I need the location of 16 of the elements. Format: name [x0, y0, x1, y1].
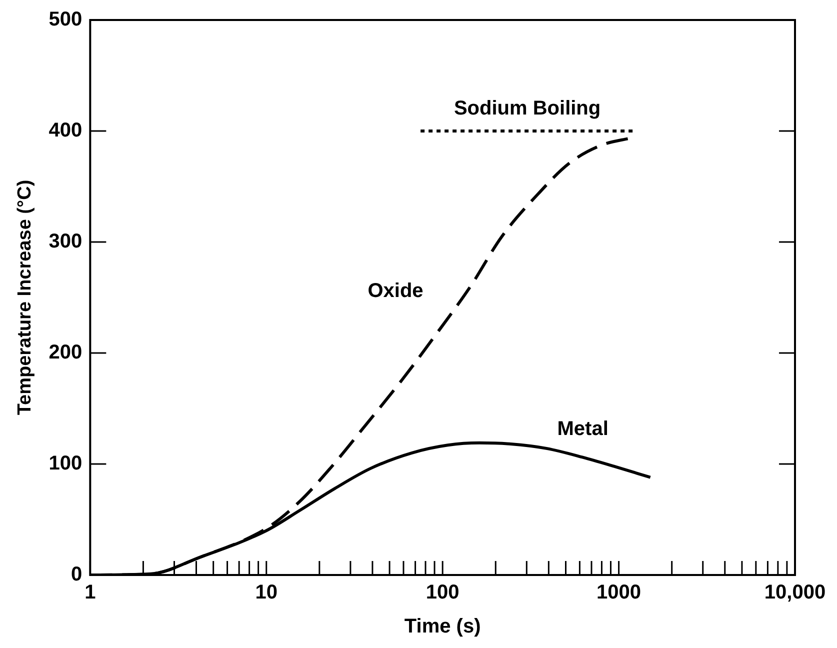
x-tick-label: 1 — [84, 582, 96, 604]
x-tick-label: 10,000 — [764, 582, 826, 604]
x-axis-title: Time (s) — [404, 616, 481, 638]
y-tick-label: 300 — [48, 230, 82, 253]
x-tick-label: 1000 — [596, 582, 642, 604]
series-label: Metal — [557, 418, 608, 440]
y-tick-label: 0 — [71, 564, 82, 586]
y-tick-label: 100 — [48, 452, 82, 475]
series-label: Oxide — [368, 280, 424, 302]
x-tick-label: 10 — [255, 582, 278, 604]
series-label: Sodium Boiling — [454, 98, 601, 120]
x-tick-label: 100 — [426, 582, 460, 604]
y-tick-label: 400 — [48, 120, 82, 142]
y-axis-title: Temperature Increase (°C) — [14, 180, 36, 416]
y-tick-label: 500 — [48, 8, 82, 31]
y-tick-label: 200 — [48, 342, 82, 364]
